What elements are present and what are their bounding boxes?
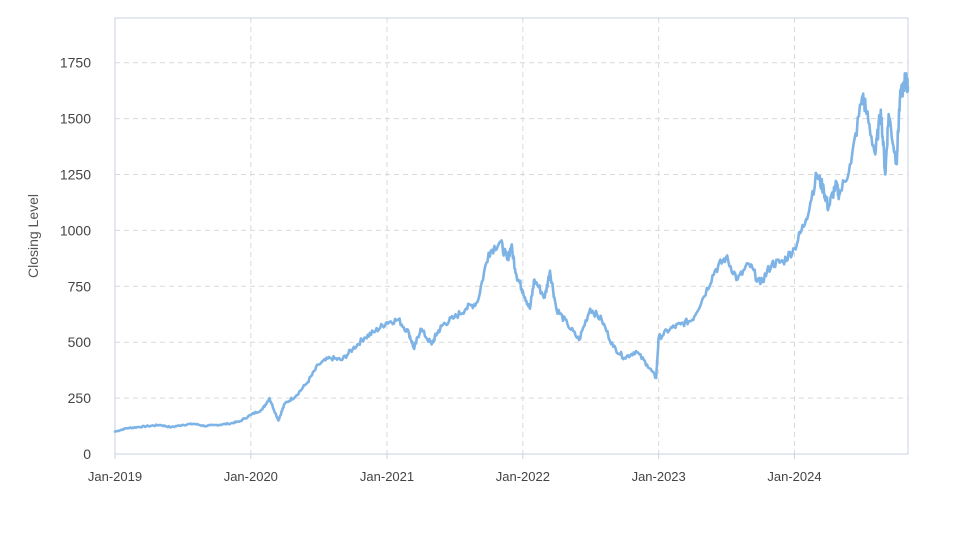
x-axis-ticks: Jan-2019 Jan-2020 Jan-2021 Jan-2022 Jan-2023… xyxy=(88,454,822,484)
y-tick-label: 1500 xyxy=(60,111,91,127)
y-tick-label: 1250 xyxy=(60,167,91,183)
grid-lines xyxy=(115,18,908,454)
x-tick-label: Jan-2024 xyxy=(767,469,821,484)
y-axis-ticks: 0 250 500 750 1000 1250 1500 1750 xyxy=(60,55,91,462)
y-tick-label: 500 xyxy=(68,334,92,350)
y-tick-label: 0 xyxy=(83,446,91,462)
x-tick-label: Jan-2019 xyxy=(88,469,142,484)
y-tick-label: 1000 xyxy=(60,222,91,238)
plot-area-frame xyxy=(114,17,909,455)
y-tick-label: 1750 xyxy=(60,55,91,71)
x-tick-label: Jan-2023 xyxy=(632,469,686,484)
y-axis-title: Closing Level xyxy=(25,194,41,278)
y-tick-label: 250 xyxy=(68,390,92,406)
series-line xyxy=(113,72,910,433)
x-tick-label: Jan-2022 xyxy=(496,469,550,484)
y-tick-label: 750 xyxy=(68,278,92,294)
x-tick-label: Jan-2020 xyxy=(224,469,278,484)
x-tick-label: Jan-2021 xyxy=(360,469,414,484)
